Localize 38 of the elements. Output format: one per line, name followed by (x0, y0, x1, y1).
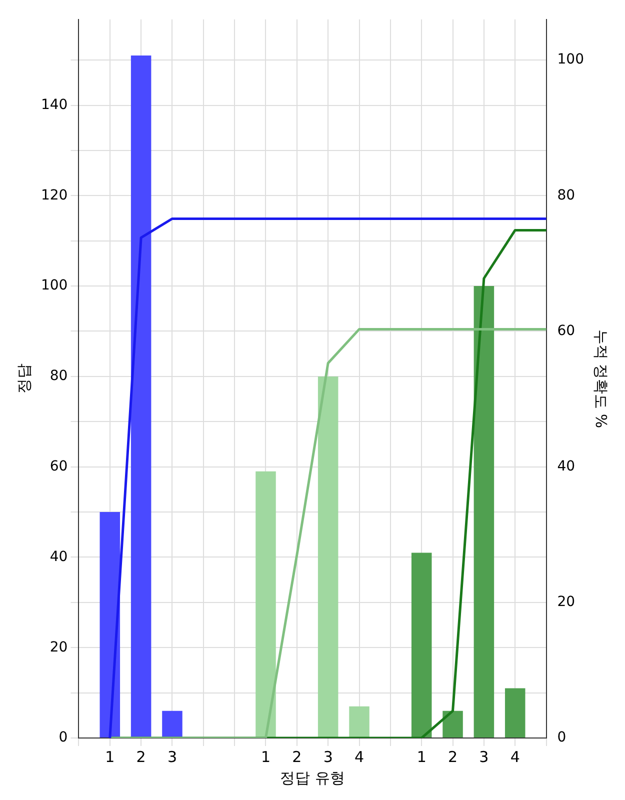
bar (504, 688, 526, 738)
y-tick-label: 60 (50, 458, 68, 474)
y2-axis-title: 누적 정확도 % (592, 329, 610, 428)
y2-tick-label: 20 (557, 594, 576, 610)
y-tick-label: 20 (50, 639, 68, 656)
y2-tick-label: 40 (557, 458, 576, 474)
y-tick-label: 40 (50, 548, 68, 565)
y-tick-label: 80 (50, 368, 68, 384)
bar (411, 552, 432, 738)
x-tick-label: 2 (292, 748, 302, 766)
bar (130, 56, 152, 738)
x-tick-label: 3 (167, 748, 178, 766)
bar (100, 512, 120, 738)
x-tick-label: 3 (323, 748, 333, 766)
y-tick-label: 140 (40, 96, 68, 113)
y2-tick-label: 60 (557, 322, 576, 339)
y2-tick-label: 0 (557, 730, 566, 746)
bar (318, 376, 338, 738)
y-tick-label: 0 (58, 730, 68, 746)
x-tick-label: 2 (136, 748, 146, 766)
x-tick-label: 2 (448, 748, 458, 766)
bar (474, 286, 494, 738)
y-tick-label: 120 (40, 187, 68, 204)
x-axis-title: 정답 유형 (280, 768, 345, 787)
y2-tick-label: 80 (557, 187, 576, 204)
bar (442, 710, 463, 738)
x-tick-label: 4 (510, 748, 520, 766)
y-axis-title: 정답 (14, 364, 33, 394)
x-tick-label: 1 (416, 748, 426, 766)
x-tick-label: 4 (354, 748, 364, 766)
x-tick-label: 3 (479, 748, 489, 766)
bar (162, 710, 182, 738)
y2-tick-label: 100 (557, 52, 584, 68)
bar (256, 471, 276, 738)
bar (349, 706, 370, 738)
x-tick-label: 1 (105, 748, 115, 766)
x-tick-label: 1 (260, 748, 271, 766)
y-tick-label: 100 (40, 278, 68, 294)
